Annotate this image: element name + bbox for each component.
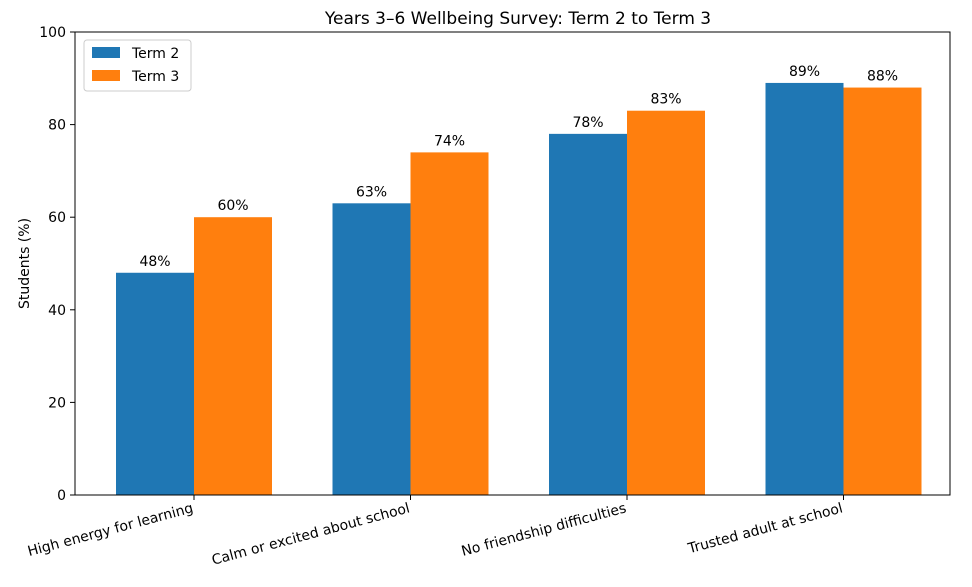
data-label: 48% <box>139 254 170 270</box>
y-tick-label: 60 <box>48 210 66 226</box>
bar-term-2 <box>332 203 411 495</box>
x-tick-label: No friendship difficulties <box>460 500 628 559</box>
plot-area: 48% 63% 78% 89% 60% 74% 83% 88% 0 20 40 60 80 100 High… <box>26 25 951 569</box>
y-tick-label: 80 <box>48 118 66 134</box>
data-label: 88% <box>867 69 898 85</box>
y-tick-label: 20 <box>48 395 66 411</box>
data-label: 83% <box>650 92 681 108</box>
bar-term-3 <box>194 217 272 495</box>
data-label: 74% <box>434 133 465 149</box>
bar-term-3 <box>410 152 489 495</box>
x-tick-label: High energy for learning <box>26 500 195 560</box>
legend-label: Term 2 <box>131 46 179 62</box>
y-tick-label: 0 <box>57 488 66 504</box>
x-tick-label: Calm or excited about school <box>210 500 411 568</box>
y-tick-label: 100 <box>39 25 66 41</box>
data-label: 63% <box>356 184 387 200</box>
y-axis-label: Students (%) <box>17 218 33 309</box>
bar-term-2 <box>765 82 844 496</box>
x-tick-label: Trusted adult at school <box>685 500 844 557</box>
bar-term-3 <box>843 87 922 495</box>
legend-swatch <box>92 47 120 58</box>
bar-term-2 <box>116 272 194 495</box>
legend-swatch <box>92 70 120 81</box>
legend-label: Term 3 <box>131 69 179 85</box>
data-label: 60% <box>217 198 248 214</box>
legend: Term 2 Term 3 <box>83 39 192 92</box>
chart-title: Years 3–6 Wellbeing Survey: Term 2 to Te… <box>324 9 711 29</box>
data-label: 78% <box>572 115 603 131</box>
data-label: 89% <box>789 64 820 80</box>
bar-term-2 <box>549 133 627 496</box>
axes-frame <box>74 31 951 496</box>
y-tick-label: 40 <box>48 303 66 319</box>
bar-term-3 <box>627 110 705 496</box>
